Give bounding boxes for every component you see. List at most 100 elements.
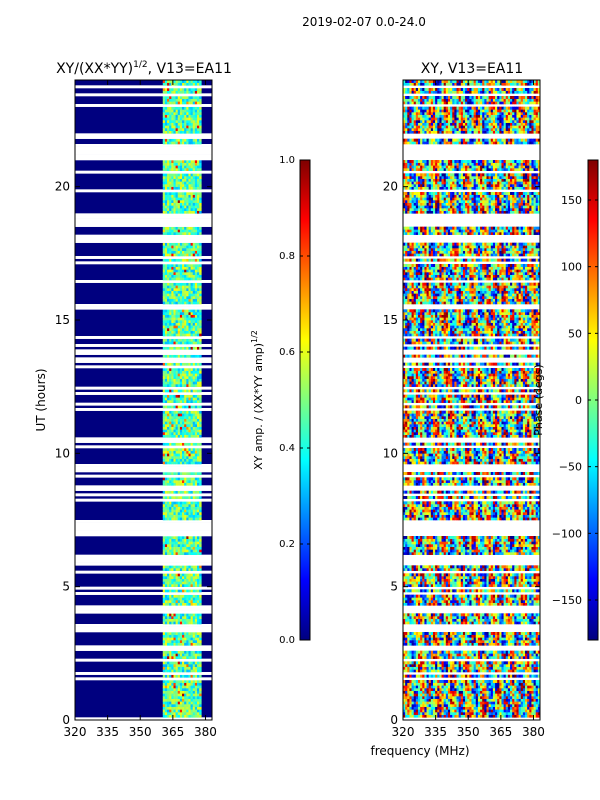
amp-cell	[173, 370, 176, 374]
amp-cell	[175, 282, 179, 286]
phase-cell	[471, 634, 474, 638]
amp-cell	[197, 245, 200, 249]
phase-cell	[514, 656, 517, 659]
phase-cell	[503, 704, 507, 707]
amp-cell	[175, 685, 179, 689]
phase-cell	[443, 637, 447, 641]
amp-cell	[177, 200, 181, 203]
amp-cell	[167, 80, 170, 83]
amp-cell	[190, 90, 194, 94]
amp-flagged-row	[75, 357, 212, 361]
amp-cell	[173, 413, 176, 417]
phase-cell	[426, 712, 429, 715]
amp-cell	[190, 282, 194, 286]
phase-cell	[512, 696, 515, 699]
phase-cell	[415, 693, 419, 697]
phase-cell	[529, 656, 532, 659]
amp-cell	[199, 226, 202, 230]
amp-cell	[167, 186, 170, 190]
amp-cell	[173, 282, 176, 286]
phase-cell	[405, 621, 408, 625]
amp-cell	[190, 426, 194, 430]
phase-cell	[437, 680, 440, 683]
phase-cell	[488, 642, 492, 646]
phase-cell	[510, 634, 513, 638]
amp-cell	[194, 245, 198, 249]
phase-cell	[430, 642, 434, 646]
amp-cell	[186, 312, 189, 315]
amp-cell	[182, 576, 185, 579]
amp-cell	[182, 125, 185, 129]
amp-cell	[167, 242, 170, 246]
amp-cell	[192, 106, 196, 110]
phase-cell	[454, 690, 457, 694]
amp-cell	[194, 578, 198, 582]
amp-cell	[184, 664, 187, 667]
amp-cell	[184, 456, 187, 459]
phase-cell	[512, 632, 515, 635]
phase-cell	[450, 618, 453, 622]
phase-cell	[507, 680, 511, 683]
amp-cell	[188, 397, 191, 401]
amp-cell	[190, 400, 194, 403]
amp-cell	[171, 600, 174, 603]
amp-cell	[184, 346, 187, 350]
amp-cell	[164, 664, 168, 667]
amp-cell	[197, 269, 200, 273]
amp-cell	[190, 584, 194, 587]
phase-cell	[462, 653, 466, 657]
amp-cell	[173, 90, 176, 94]
amp-cell	[175, 330, 179, 334]
amp-cell	[184, 282, 187, 286]
phase-cell	[537, 696, 540, 699]
amp-cell	[167, 338, 170, 342]
phase-cell	[490, 661, 494, 665]
phase-cell	[420, 637, 423, 641]
amp-cell	[192, 80, 196, 83]
phase-cell	[443, 682, 447, 686]
amp-flagged-row	[75, 344, 212, 347]
amp-cell	[179, 370, 183, 374]
amp-cell	[164, 80, 168, 83]
phase-cell	[510, 682, 513, 686]
amp-cell	[179, 578, 183, 582]
phase-cell	[437, 709, 440, 713]
amp-cell	[186, 514, 189, 518]
amp-cell	[199, 434, 202, 438]
phase-cell	[527, 664, 530, 667]
phase-cell	[529, 712, 532, 715]
amp-cell	[182, 482, 185, 486]
amp-cell	[199, 245, 202, 249]
phase-cell	[512, 693, 515, 697]
phase-cell	[422, 685, 425, 689]
amp-cell	[173, 248, 176, 251]
phase-cell	[435, 618, 438, 622]
amp-cell	[194, 250, 198, 254]
amp-cell	[177, 669, 181, 673]
amp-cell	[175, 698, 179, 702]
amp-cell	[199, 472, 202, 475]
phase-cell	[518, 634, 522, 638]
amp-cell	[190, 552, 194, 555]
amp-cell	[164, 320, 168, 323]
amp-cell	[192, 690, 196, 694]
amp-cell	[162, 290, 166, 294]
phase-cell	[462, 674, 466, 678]
amp-cell	[186, 701, 189, 705]
phase-cell	[422, 704, 425, 707]
amp-cell	[188, 117, 191, 121]
amp-cell	[192, 250, 196, 254]
phase-cell	[428, 690, 432, 694]
phase-cell	[462, 685, 466, 689]
phase-cell	[426, 656, 429, 659]
amp-cell	[167, 426, 170, 430]
amp-cell	[162, 506, 166, 510]
phase-cell	[475, 696, 479, 699]
phase-cell	[522, 656, 526, 659]
amp-cell	[199, 389, 202, 393]
phase-cell	[422, 640, 425, 643]
amp-cell	[194, 200, 198, 203]
phase-cell	[428, 701, 432, 705]
amp-cell	[197, 325, 200, 329]
amp-cell	[167, 181, 170, 185]
